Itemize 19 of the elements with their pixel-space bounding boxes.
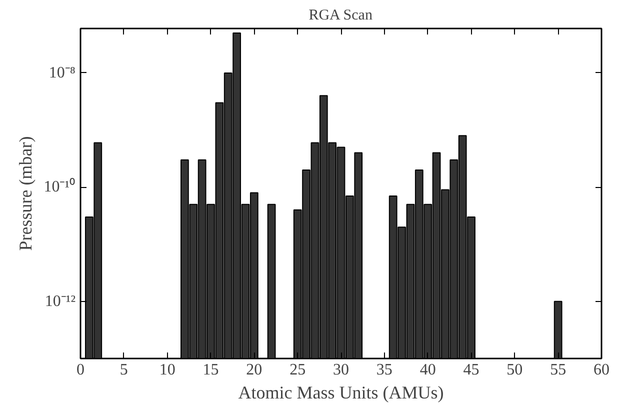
x-axis-title: Atomic Mass Units (AMUs) [238,382,444,402]
y-tick-label: 10⁻¹⁰ [44,178,76,196]
x-tick-label: 20 [246,362,262,378]
x-tick-label: 0 [76,362,84,378]
x-tick-label: 50 [506,362,523,378]
x-tick-label: 10 [159,362,176,378]
chart-title: RGA Scan [308,8,373,24]
x-tick-label: 60 [594,362,610,378]
x-tick-label: 45 [463,362,480,378]
y-tick-label: 10⁻¹² [44,292,76,310]
x-tick-label: 25 [290,362,306,378]
x-tick-label: 30 [333,362,349,378]
y-axis-title: Pressure (mbar) [16,136,36,251]
y-tick-label: 10⁻⁸ [48,64,76,82]
x-tick-label: 15 [202,362,219,378]
x-tick-label: 55 [550,362,566,378]
x-tick-label: 35 [376,362,392,378]
x-tick-label: 5 [120,362,128,378]
x-tick-label: 40 [420,362,436,378]
